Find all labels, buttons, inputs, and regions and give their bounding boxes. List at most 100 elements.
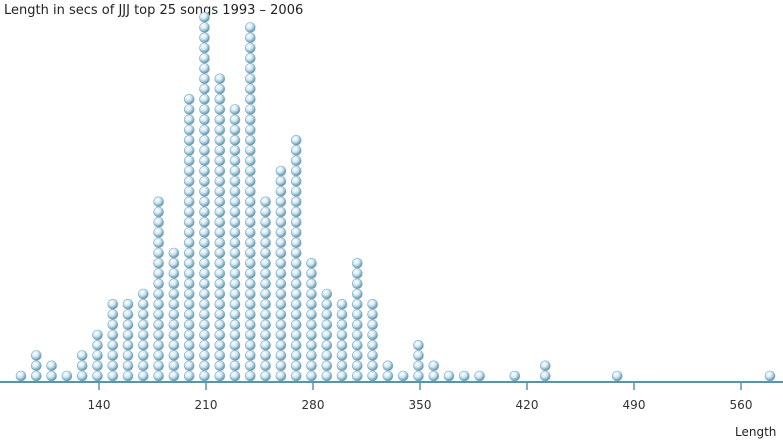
dot-11-16 (183, 206, 195, 218)
dot-11-27 (183, 94, 195, 105)
dot-10-5 (168, 319, 180, 331)
dot-11-15 (183, 217, 195, 228)
dot-7-5 (122, 319, 134, 331)
dot-16-7 (260, 298, 271, 310)
dot-15-33 (245, 32, 256, 44)
dot-34-0 (764, 370, 776, 382)
dot-7-6 (122, 309, 134, 320)
dot-19-3 (306, 339, 317, 351)
dot-18-6 (290, 309, 302, 320)
dot-5-3 (92, 339, 103, 351)
dot-5-1 (92, 360, 103, 372)
x-axis-label: Length (735, 425, 777, 439)
dot-9-12 (153, 247, 164, 259)
dot-22-0 (351, 370, 363, 382)
dot-16-10 (260, 268, 271, 279)
dot-12-31 (199, 52, 210, 64)
dot-9-14 (153, 227, 164, 238)
dot-31-0 (509, 370, 521, 382)
dot-16-0 (260, 370, 271, 382)
dot-9-2 (153, 350, 164, 361)
dot-15-25 (245, 114, 256, 126)
dot-21-7 (336, 298, 348, 310)
dot-18-8 (290, 288, 302, 300)
dot-18-0 (290, 370, 302, 382)
dot-15-19 (245, 176, 256, 187)
dot-18-10 (290, 268, 302, 279)
dot-14-13 (229, 237, 241, 249)
dot-18-11 (290, 257, 302, 269)
dot-11-12 (183, 247, 195, 259)
dot-16-3 (260, 339, 271, 351)
dot-15-31 (245, 52, 256, 64)
dot-5-2 (92, 350, 103, 361)
dot-16-2 (260, 350, 271, 361)
dot-9-5 (153, 319, 164, 331)
dot-11-23 (183, 135, 195, 146)
dot-13-2 (214, 350, 226, 361)
dot-13-3 (214, 339, 226, 351)
dot-13-12 (214, 247, 226, 259)
dot-6-2 (107, 350, 119, 361)
dot-12-29 (199, 73, 210, 85)
dot-15-28 (245, 83, 256, 95)
dot-6-1 (107, 360, 119, 372)
dot-18-14 (290, 227, 302, 238)
dot-11-5 (183, 319, 195, 331)
dot-13-16 (214, 206, 226, 218)
dot-12-35 (199, 11, 210, 23)
dot-15-9 (245, 278, 256, 290)
dot-27-1 (428, 360, 440, 372)
dot-14-7 (229, 298, 241, 310)
dot-9-1 (153, 360, 164, 372)
dot-2-1 (46, 360, 57, 372)
dot-8-0 (138, 370, 149, 382)
dot-15-21 (245, 155, 256, 167)
dot-19-8 (306, 288, 317, 300)
dot-17-11 (275, 257, 287, 269)
dot-13-21 (214, 155, 226, 167)
dot-22-8 (351, 288, 363, 300)
dot-16-6 (260, 309, 271, 320)
dot-12-9 (199, 278, 210, 290)
dot-1-0 (30, 370, 42, 382)
dot-13-20 (214, 165, 226, 177)
dot-19-11 (306, 257, 317, 269)
x-tick-label-420: 420 (516, 398, 539, 412)
dot-20-8 (321, 288, 333, 300)
dot-12-20 (199, 165, 210, 177)
dot-14-2 (229, 350, 241, 361)
dot-16-17 (260, 196, 271, 208)
dot-9-0 (153, 370, 164, 382)
dot-14-12 (229, 247, 241, 259)
dot-12-22 (199, 145, 210, 156)
dot-8-7 (138, 298, 149, 310)
dot-18-17 (290, 196, 302, 208)
dot-15-7 (245, 298, 256, 310)
dot-14-0 (229, 370, 241, 382)
dot-15-30 (245, 63, 256, 74)
dot-12-27 (199, 94, 210, 105)
dot-21-1 (336, 360, 348, 372)
dot-15-16 (245, 206, 256, 218)
dot-18-16 (290, 206, 302, 218)
dot-26-3 (413, 339, 424, 351)
dot-17-17 (275, 196, 287, 208)
dot-10-8 (168, 288, 180, 300)
x-tick-label-350: 350 (409, 398, 432, 412)
dot-12-28 (199, 83, 210, 95)
dot-9-4 (153, 329, 164, 341)
dot-17-6 (275, 309, 287, 320)
dot-8-5 (138, 319, 149, 331)
dot-11-0 (183, 370, 195, 382)
dot-25-0 (397, 370, 409, 382)
dot-14-14 (229, 227, 241, 238)
dot-11-10 (183, 268, 195, 279)
x-tick-label-210: 210 (195, 398, 218, 412)
dot-15-10 (245, 268, 256, 279)
dot-11-2 (183, 350, 195, 361)
dot-7-7 (122, 298, 134, 310)
dot-24-0 (382, 370, 394, 382)
dot-16-4 (260, 329, 271, 341)
dot-9-3 (153, 339, 164, 351)
